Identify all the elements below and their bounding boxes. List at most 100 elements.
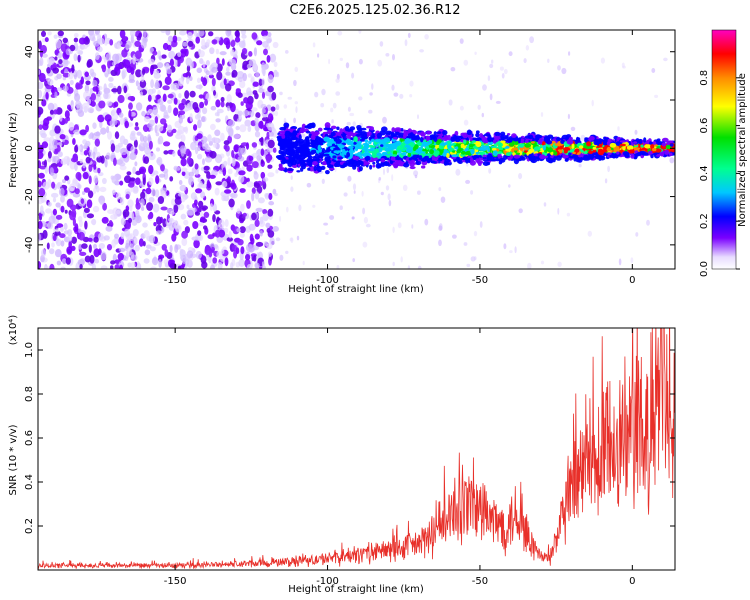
- spectrogram-cell: [71, 209, 77, 218]
- spectrogram-cell: [48, 215, 56, 224]
- spectrogram-xtick-label: -50: [472, 275, 488, 286]
- spectrogram-cell: [49, 263, 55, 269]
- spectrogram-cell: [391, 127, 396, 133]
- spectrogram-cell: [336, 265, 340, 269]
- spectrogram-cell: [217, 262, 223, 269]
- spectrogram-cell: [321, 88, 326, 96]
- spectrogram-cell: [617, 126, 620, 131]
- spectrogram-cell: [119, 196, 125, 206]
- spectrogram-cell: [238, 258, 245, 267]
- spectrogram-cell: [147, 134, 152, 142]
- spectrogram-cell: [178, 116, 183, 124]
- spectrogram-cell: [171, 233, 177, 242]
- spectrogram-cell: [361, 190, 364, 197]
- spectrogram-cell: [404, 39, 408, 47]
- spectrogram-cell: [278, 130, 286, 134]
- spectrogram-cell: [382, 151, 388, 155]
- spectrogram-cell: [173, 107, 179, 116]
- spectrogram-cell: [194, 163, 199, 170]
- spectrogram-cell: [352, 155, 357, 160]
- spectrogram-cell: [380, 191, 384, 196]
- spectrogram-cell: [112, 53, 120, 62]
- spectrogram-cell: [138, 32, 142, 39]
- spectrogram-cell: [204, 98, 209, 106]
- spectrogram-cell: [230, 182, 237, 190]
- spectrogram-cell: [122, 36, 127, 42]
- spectrogram-cell: [598, 143, 603, 148]
- spectrogram-cell: [248, 59, 257, 67]
- spectrogram-cell: [473, 230, 478, 237]
- spectrogram-cell: [305, 140, 309, 144]
- spectrogram-cell: [337, 30, 343, 36]
- spectrogram-cell: [105, 225, 113, 232]
- spectrogram-cell: [56, 260, 62, 266]
- spectrogram-cell: [374, 138, 382, 143]
- spectrogram-cell: [135, 69, 142, 78]
- spectrogram-cell: [79, 159, 84, 164]
- spectrogram-cell: [200, 116, 206, 123]
- spectrogram-cell: [393, 92, 399, 97]
- spectrogram-cell: [111, 175, 119, 184]
- spectrogram-cell: [279, 254, 284, 261]
- spectrogram-cell: [161, 244, 167, 251]
- spectrogram-cell: [377, 59, 383, 67]
- spectrogram-cell: [506, 137, 513, 144]
- spectrogram-cell: [404, 138, 411, 144]
- spectrogram-cell: [157, 196, 165, 204]
- spectrogram-cell: [38, 106, 44, 115]
- spectrogram-xtick-label: -150: [164, 275, 187, 286]
- spectrogram-cell: [136, 261, 141, 269]
- snr-xtick-label: 0: [629, 576, 635, 587]
- spectrogram-cell: [630, 153, 635, 159]
- spectrogram-cell: [479, 221, 483, 228]
- spectrogram-cell: [80, 198, 85, 205]
- spectrogram-cell: [588, 150, 594, 154]
- snr-ytick-label: 1.0: [24, 342, 35, 358]
- spectrogram-cell: [229, 58, 237, 66]
- spectrogram-cell: [77, 184, 82, 189]
- spectrogram-cell: [150, 66, 154, 76]
- spectrogram-cell: [354, 153, 360, 156]
- spectrogram-cell: [230, 262, 234, 269]
- spectrogram-cell: [182, 41, 188, 47]
- spectrogram-cell: [108, 82, 114, 88]
- spectrogram-cell: [203, 165, 210, 171]
- spectrogram-cell: [139, 91, 143, 97]
- spectrogram-cell: [365, 223, 371, 228]
- spectrogram-cell: [132, 187, 139, 193]
- spectrogram-cell: [64, 209, 68, 214]
- spectrogram-cell: [177, 51, 182, 57]
- spectrogram-cell: [616, 151, 620, 155]
- spectrogram-cell: [265, 222, 271, 228]
- spectrogram-cell: [508, 51, 513, 57]
- spectrogram-cell: [260, 148, 265, 156]
- spectrogram-cell: [264, 193, 270, 200]
- spectrogram-cell: [503, 243, 507, 250]
- spectrogram-cell: [64, 117, 68, 124]
- spectrogram-cell: [633, 141, 638, 144]
- spectrogram-cell: [378, 177, 382, 181]
- spectrogram-cell: [489, 93, 493, 101]
- spectrogram-cell: [236, 208, 241, 214]
- spectrogram-cell: [503, 68, 508, 75]
- spectrogram-cell: [54, 230, 61, 236]
- spectrogram-cell: [470, 148, 475, 155]
- spectrogram-cell: [58, 59, 63, 65]
- spectrogram-cell: [165, 30, 171, 36]
- spectrogram-cell: [317, 127, 323, 132]
- spectrogram-cell: [254, 131, 261, 138]
- spectrogram-cell: [197, 145, 201, 152]
- spectrogram-cell: [55, 39, 62, 49]
- spectrogram-cell: [100, 251, 107, 261]
- spectrogram-cell: [186, 64, 191, 73]
- spectrogram-cell: [69, 44, 76, 52]
- spectrogram-cell: [266, 147, 274, 153]
- spectrogram-cell: [268, 131, 274, 137]
- spectrogram-cell: [241, 166, 245, 171]
- spectrogram-cell: [185, 75, 190, 85]
- spectrogram-cell: [619, 143, 626, 147]
- spectrogram-cell: [565, 154, 569, 159]
- spectrogram-cell: [419, 49, 424, 53]
- spectrogram-cell: [92, 86, 99, 92]
